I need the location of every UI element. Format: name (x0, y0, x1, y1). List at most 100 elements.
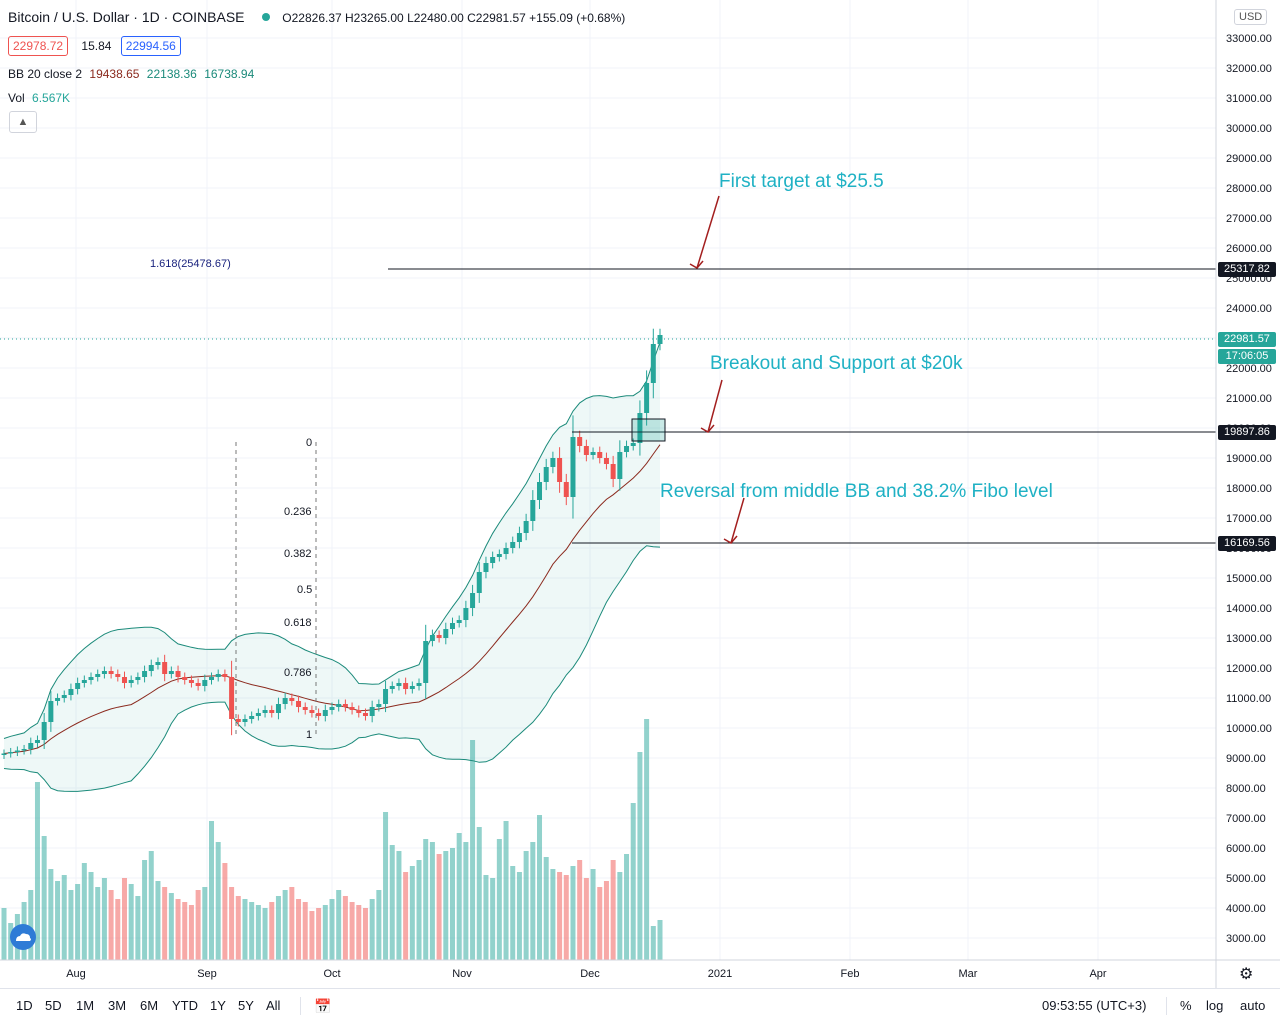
candle-body (275, 704, 281, 713)
annotation-first-target[interactable]: First target at $25.5 (719, 171, 884, 192)
candle-body (175, 671, 181, 677)
drawing-overlays (235, 195, 745, 735)
range-5y-button[interactable]: 5Y (238, 998, 254, 1013)
volume-bar (644, 719, 650, 960)
candle-body (202, 680, 208, 686)
arrow-first-target (696, 195, 720, 269)
candle-body (356, 710, 362, 713)
collapse-legend-button[interactable]: ▲ (9, 111, 37, 133)
candle-body (14, 750, 20, 752)
volume-bar (209, 821, 215, 960)
candle-body (81, 680, 87, 683)
volume-bar (88, 872, 94, 960)
candle-body (470, 593, 476, 608)
range-all-button[interactable]: All (266, 998, 281, 1013)
sell-price-button[interactable]: 22978.72 (8, 36, 69, 56)
candle-body (369, 707, 375, 716)
volume-bar (597, 887, 603, 960)
time-tick-label: Dec (580, 968, 600, 980)
currency-badge[interactable]: USD (1234, 9, 1268, 25)
percent-scale-toggle[interactable]: % (1180, 998, 1192, 1013)
volume-bar (48, 869, 54, 960)
volume-bar (215, 842, 221, 960)
price-tick-label: 8000.00 (1226, 783, 1266, 795)
volume-bar (302, 902, 308, 960)
candle-body (429, 635, 435, 641)
annotation-breakout[interactable]: Breakout and Support at $20k (710, 353, 963, 374)
volume-bar (255, 905, 261, 960)
candle-body (34, 740, 40, 743)
range-5d-button[interactable]: 5D (45, 998, 62, 1013)
volume-bar (550, 869, 556, 960)
volume-bar (28, 890, 34, 960)
bb-basis-value: 19438.65 (89, 67, 140, 81)
candle-body (255, 713, 261, 716)
candle-body (61, 695, 67, 698)
annotation-reversal[interactable]: Reversal from middle BB and 38.2% Fibo l… (660, 481, 1053, 502)
range-1m-button[interactable]: 1M (76, 998, 95, 1013)
bb-legend[interactable]: BB 20 close 2 19438.65 22138.36 16738.94 (8, 67, 258, 81)
candle-body (209, 677, 215, 680)
volume-legend[interactable]: Vol 6.567K (8, 91, 74, 105)
candlestick-series (1, 328, 663, 760)
price-tick-label: 4000.00 (1226, 903, 1266, 915)
candle-body (409, 686, 415, 689)
time-tick-label: Aug (66, 968, 86, 980)
time-tick-label: Sep (197, 968, 217, 980)
volume-bar (396, 851, 402, 960)
price-tick-label: 33000.00 (1226, 33, 1272, 45)
time-axis[interactable]: Aug Sep Oct Nov Dec 2021 Feb Mar Apr (0, 959, 1280, 980)
volume-bar (516, 872, 522, 960)
range-ytd-button[interactable]: YTD (172, 998, 198, 1013)
bb-upper-line (3, 342, 661, 739)
timezone-clock[interactable]: 09:53:55 (UTC+3) (1042, 998, 1147, 1013)
volume-bar (155, 881, 161, 960)
candle-body (249, 716, 255, 719)
level-tag-low: 16169.56 (1218, 536, 1276, 551)
volume-bar (202, 887, 208, 960)
range-3m-button[interactable]: 3M (108, 998, 127, 1013)
candle-body (289, 698, 295, 701)
volume-bar (68, 890, 74, 960)
bb-upper-value: 22138.36 (146, 67, 197, 81)
candle-body (68, 689, 74, 695)
range-1d-button[interactable]: 1D (16, 998, 33, 1013)
candle-body (349, 707, 355, 710)
range-1y-button[interactable]: 1Y (210, 998, 226, 1013)
range-6m-button[interactable]: 6M (140, 998, 159, 1013)
candle-body (503, 548, 509, 554)
candle-body (516, 533, 522, 542)
price-tick-label: 29000.00 (1226, 153, 1272, 165)
candle-body (222, 674, 228, 677)
candle-body (650, 344, 656, 383)
candle-body (362, 713, 368, 716)
fib-level-0236: 0.236 (284, 506, 312, 518)
price-axis[interactable]: 3000.00 4000.00 5000.00 6000.00 7000.00 8000.… (1215, 0, 1280, 988)
log-scale-toggle[interactable]: log (1206, 998, 1224, 1013)
volume-bar (603, 881, 609, 960)
candle-body (483, 563, 489, 572)
price-tick-label: 3000.00 (1226, 933, 1266, 945)
volume-bar (543, 857, 549, 960)
symbol-legend: Bitcoin / U.S. Dollar · 1D · COINBASE O2… (8, 9, 629, 25)
date-range-calendar-icon[interactable]: 📅 (314, 998, 332, 1014)
buy-price-button[interactable]: 22994.56 (120, 36, 181, 56)
candle-body (603, 458, 609, 464)
candle-body (1, 753, 7, 755)
candle-body (570, 437, 576, 497)
arrow-reversal (730, 497, 745, 544)
candle-body (48, 701, 54, 722)
volume-bar (34, 782, 40, 960)
volume-bar (269, 902, 275, 960)
tradingview-logo[interactable] (10, 924, 36, 950)
bb-label: BB 20 close 2 (8, 67, 83, 81)
price-tick-label: 28000.00 (1226, 183, 1272, 195)
auto-scale-toggle[interactable]: auto (1240, 998, 1266, 1013)
candle-body (269, 710, 275, 713)
level-tag-mid: 19897.86 (1218, 425, 1276, 440)
volume-bar (101, 878, 107, 960)
candle-body (108, 671, 114, 674)
volume-bar (195, 890, 201, 960)
axis-settings-gear-icon[interactable]: ⚙ (1239, 966, 1254, 983)
